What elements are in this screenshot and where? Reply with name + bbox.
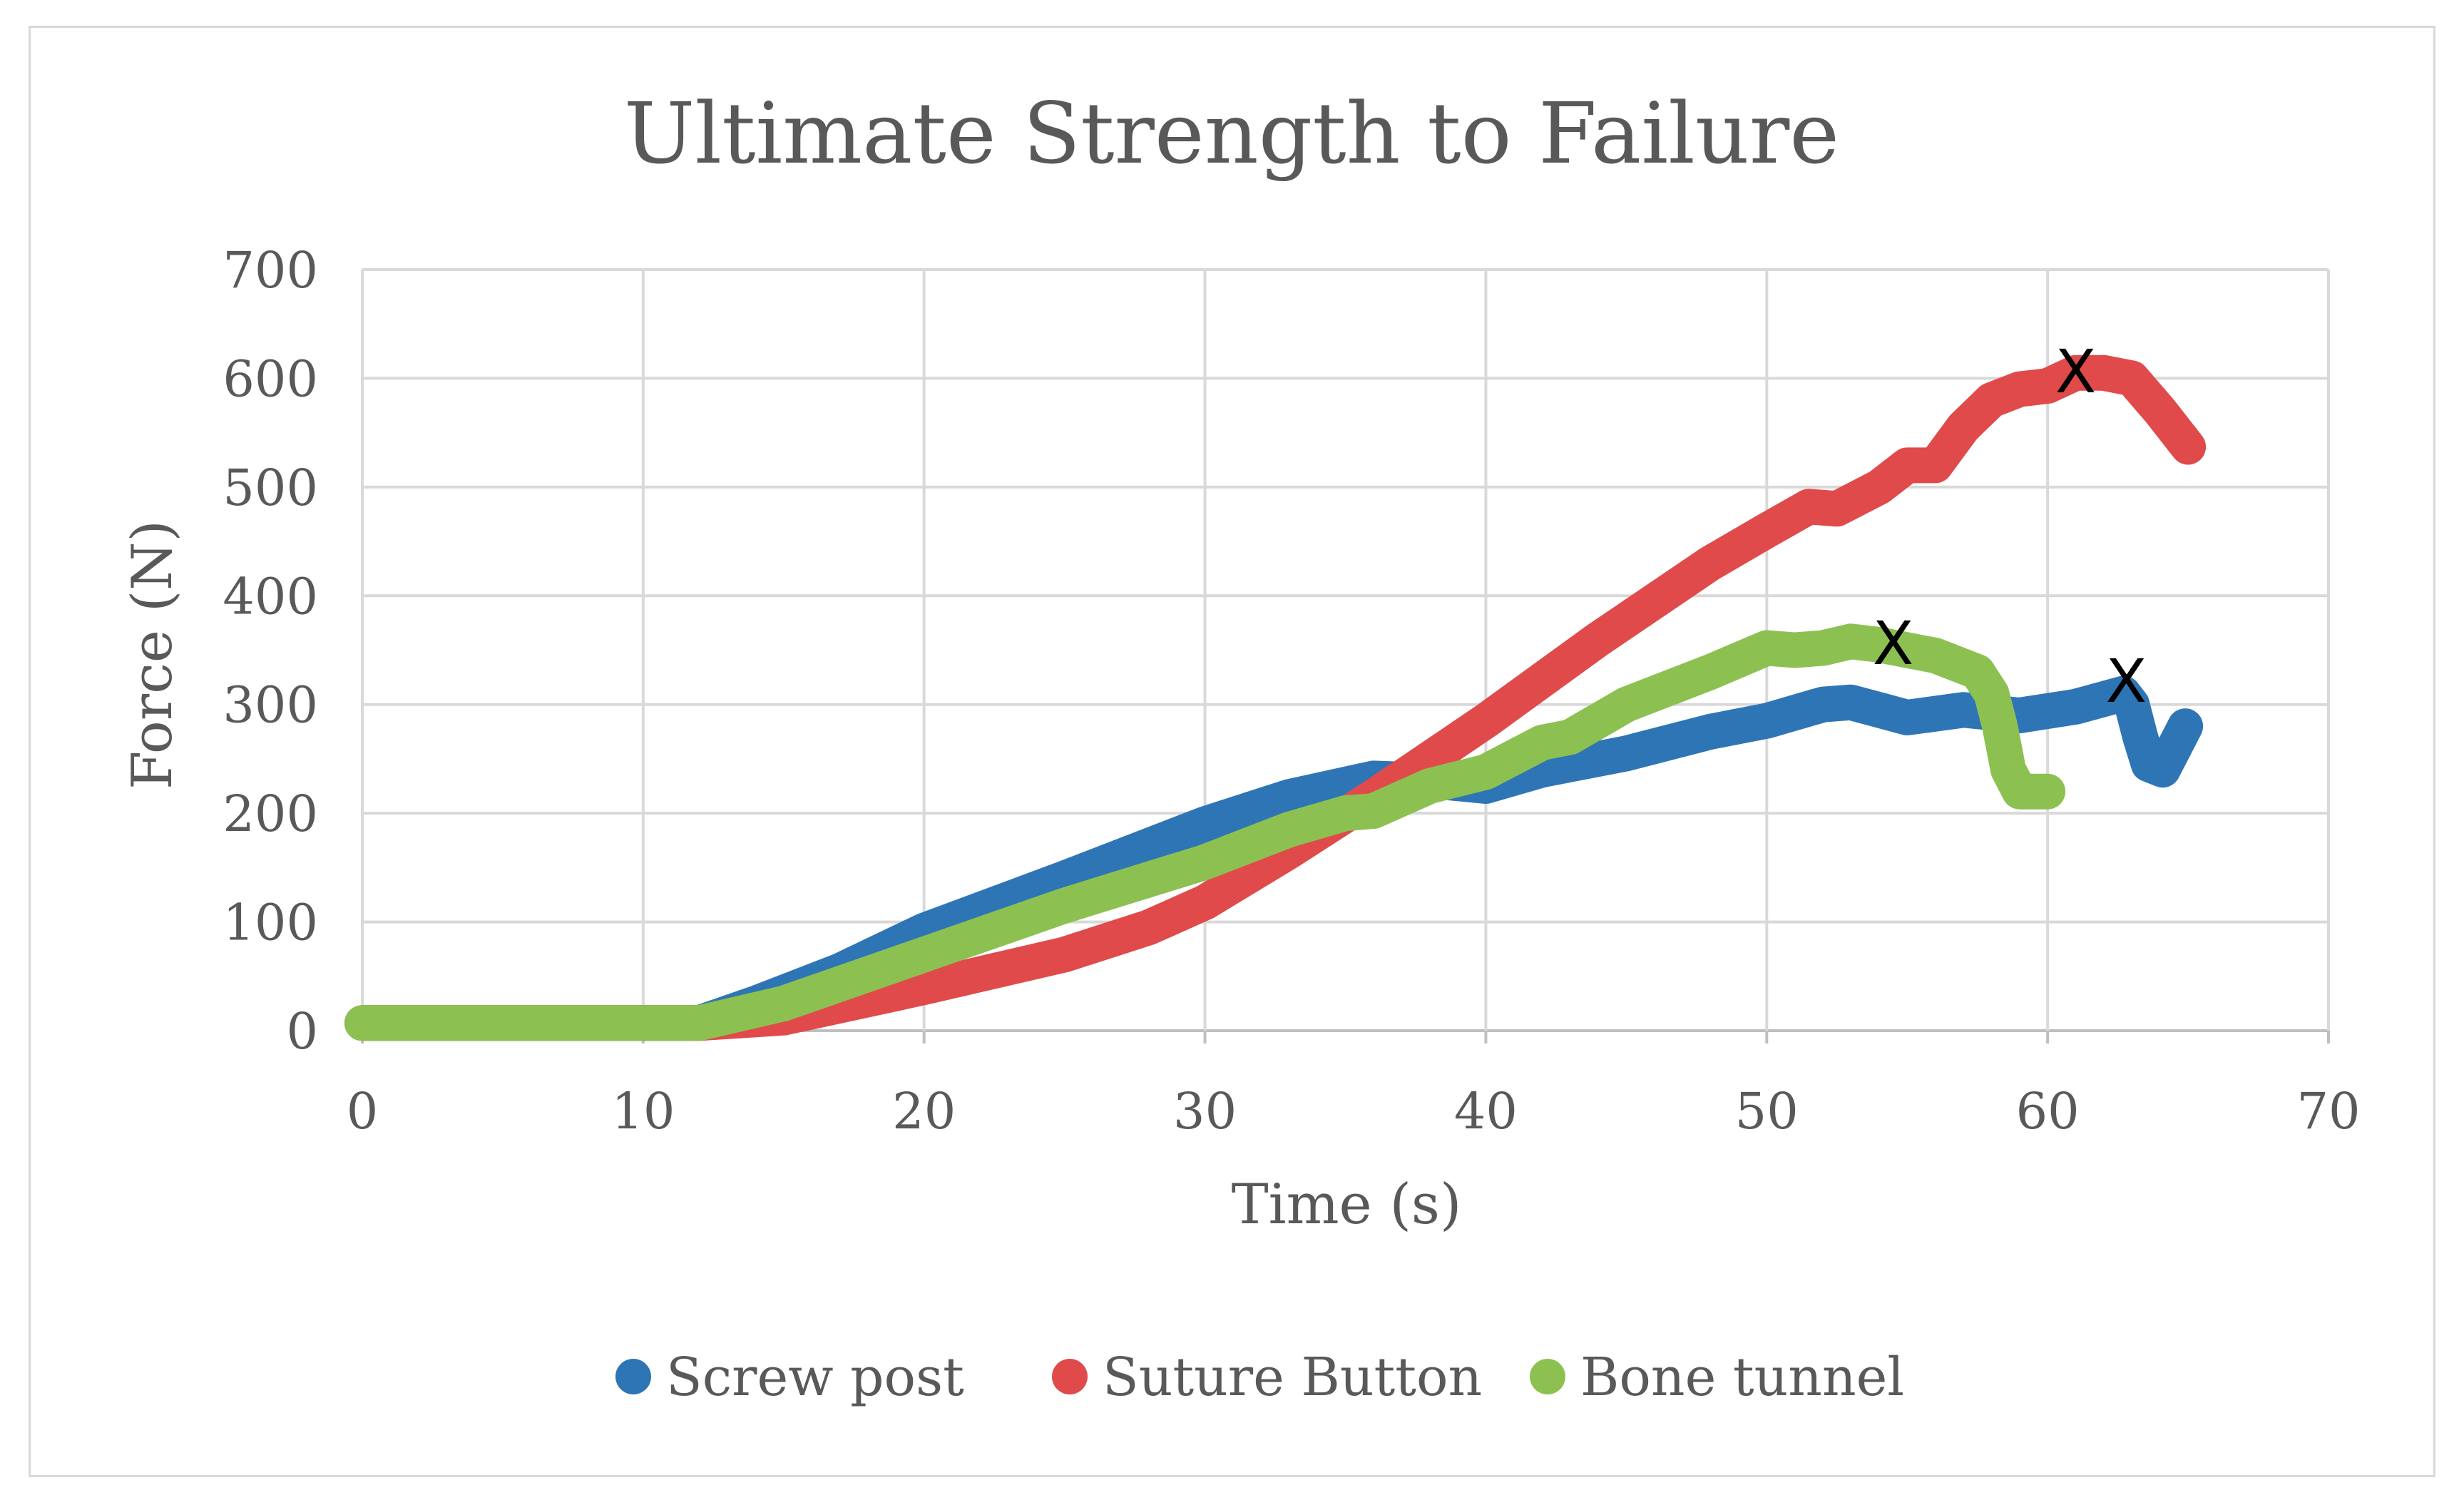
- legend: Screw post Suture Button Bone tunnel: [615, 1347, 1904, 1408]
- y-axis-label: Force (N): [121, 520, 185, 790]
- y-tick-label: 500: [223, 459, 318, 517]
- plot-area: [344, 354, 2207, 1041]
- failure-marker: X: [2106, 646, 2147, 716]
- x-axis-label: Time (s): [1232, 1173, 1462, 1237]
- y-tick-label: 400: [223, 567, 318, 626]
- x-tick-label: 40: [1454, 1082, 1518, 1141]
- legend-label: Suture Button: [1103, 1347, 1482, 1408]
- x-tick-label: 50: [1735, 1082, 1799, 1141]
- y-tick-label: 300: [223, 676, 318, 735]
- legend-label: Screw post: [666, 1347, 964, 1408]
- x-tick-label: 0: [347, 1082, 379, 1141]
- chart-frame: [29, 26, 2435, 1477]
- legend-swatch: [1052, 1359, 1088, 1394]
- y-tick-label: 100: [223, 894, 318, 952]
- series-line-suture-button: [344, 354, 2207, 1041]
- y-tick-label: 0: [286, 1002, 318, 1061]
- x-tick-label: 10: [611, 1082, 675, 1141]
- legend-label: Bone tunnel: [1580, 1347, 1904, 1408]
- legend-swatch: [615, 1359, 651, 1394]
- failure-marker: X: [2055, 337, 2097, 407]
- tick-labels: 0 100 200 300 400 500 600 700 0 10 20 30 40 50 60 70: [223, 241, 2360, 1141]
- chart-title: Ultimate Strength to Failure: [624, 84, 1839, 183]
- x-tick-label: 60: [2016, 1082, 2080, 1141]
- failure-markers: X X X: [1873, 337, 2147, 716]
- series-line-screw-post: [344, 675, 2204, 1041]
- y-tick-label: 700: [223, 241, 318, 300]
- x-tick-label: 70: [2296, 1082, 2360, 1141]
- failure-marker: X: [1873, 608, 1914, 678]
- legend-swatch: [1530, 1359, 1565, 1394]
- x-tick-label: 30: [1173, 1082, 1237, 1141]
- y-tick-label: 200: [223, 785, 318, 843]
- series-line-bone-tunnel: [344, 623, 2066, 1041]
- x-tick-label: 20: [892, 1082, 956, 1141]
- y-tick-label: 600: [223, 350, 318, 408]
